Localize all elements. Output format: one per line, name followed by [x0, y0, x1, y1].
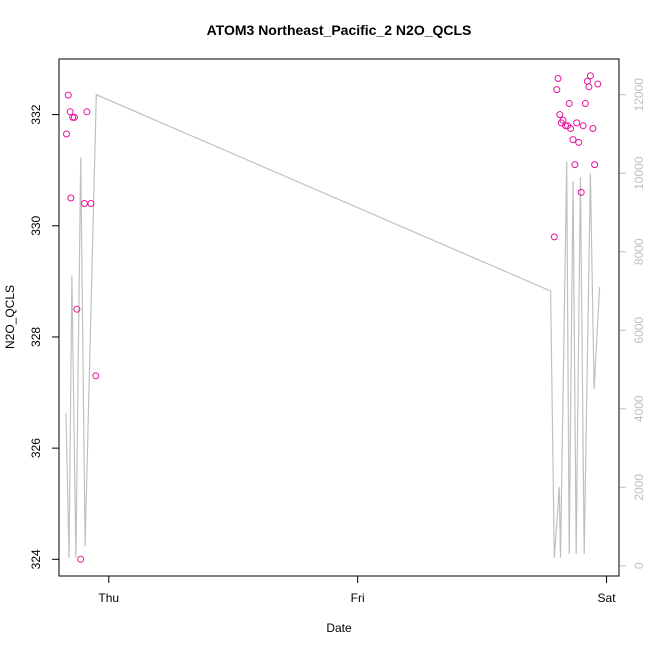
data-point — [586, 72, 594, 80]
y-tick-label: 332 — [29, 104, 43, 124]
data-point — [556, 111, 564, 119]
data-point — [571, 161, 579, 169]
y-tick-label: 330 — [29, 215, 43, 235]
altitude-line-layer — [65, 93, 601, 558]
data-point — [565, 100, 573, 107]
y2-tick-label: 0 — [632, 562, 646, 569]
data-point — [583, 77, 591, 85]
data-point — [569, 136, 577, 144]
data-point — [66, 108, 74, 116]
data-point — [559, 116, 567, 124]
data-point — [581, 100, 589, 107]
y2-tick-label: 6000 — [632, 317, 646, 344]
plot-frame — [58, 58, 620, 577]
data-point — [83, 108, 91, 116]
altitude-line — [65, 93, 601, 558]
data-point — [70, 113, 78, 121]
y2-tick-label: 8000 — [632, 238, 646, 265]
x-tick-label: Sat — [598, 591, 617, 605]
data-point — [585, 83, 593, 91]
x-axis-label: Date — [326, 621, 352, 635]
data-point — [550, 233, 558, 241]
data-point — [80, 200, 88, 207]
data-point — [63, 130, 70, 138]
y2-tick-label: 10000 — [632, 156, 646, 190]
y-tick-label: 326 — [29, 438, 43, 458]
data-point — [591, 161, 599, 169]
y-tick-label: 324 — [29, 549, 43, 569]
x-tick-label: Thu — [98, 591, 119, 605]
data-point — [553, 86, 561, 94]
data-point — [567, 125, 574, 132]
data-point — [554, 75, 562, 82]
y-axis-label: N2O_QCLS — [3, 285, 17, 349]
scatter-points-layer — [63, 72, 602, 563]
data-point — [594, 80, 602, 88]
data-point — [67, 194, 75, 202]
data-point — [573, 119, 581, 127]
x-tick-label: Fri — [351, 591, 365, 605]
y2-tick-label: 12000 — [632, 78, 646, 112]
y-tick-label: 328 — [29, 327, 43, 347]
data-point — [64, 91, 72, 99]
data-point — [87, 200, 95, 207]
chart-title: ATOM3 Northeast_Pacific_2 N2O_QCLS — [207, 22, 472, 38]
data-point — [575, 138, 583, 146]
y-axis: 324 326 328 330 332 — [29, 104, 60, 569]
data-point — [579, 122, 587, 130]
data-point — [73, 305, 81, 313]
x-axis: Thu Fri Sat — [98, 575, 617, 605]
y2-tick-label: 2000 — [632, 474, 646, 501]
data-point — [577, 188, 585, 196]
data-point — [92, 372, 100, 380]
y2-tick-label: 4000 — [632, 395, 646, 422]
data-point — [589, 125, 597, 132]
y2-axis: 0 2000 4000 6000 8000 10000 12000 — [618, 78, 646, 569]
data-point — [77, 555, 85, 563]
